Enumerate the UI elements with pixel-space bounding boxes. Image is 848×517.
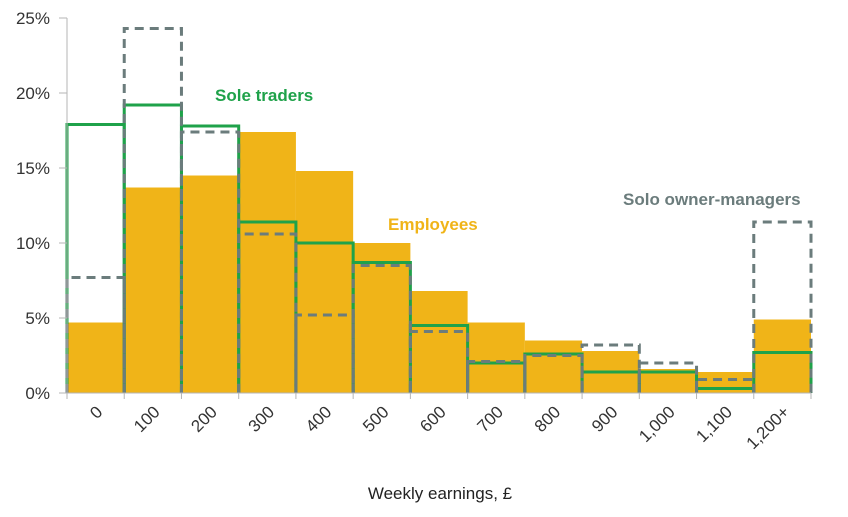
x-axis-ticks: 0 100 200 300 400 500 600 700 800 900 1,000 1,100 1,… bbox=[66, 393, 812, 453]
employees-bar bbox=[753, 319, 811, 393]
employees-bar bbox=[524, 340, 583, 393]
x-tick-label: 0 bbox=[86, 402, 106, 422]
solo-owner-managers-step bbox=[408, 330, 470, 393]
employees-bar bbox=[295, 171, 354, 393]
solo-owner-managers-step bbox=[179, 130, 241, 393]
x-tick-label: 100 bbox=[130, 402, 163, 435]
employees-bar bbox=[124, 187, 182, 393]
employees-bar bbox=[67, 322, 125, 393]
solo-owner-managers-step bbox=[294, 313, 355, 393]
solo-owner-managers-step bbox=[637, 361, 699, 393]
employees-bar bbox=[238, 132, 296, 393]
solo-owner-managers-step bbox=[237, 232, 298, 393]
y-tick-label: 15% bbox=[16, 159, 50, 178]
solo-owner-managers-step bbox=[351, 264, 412, 393]
employees-bar bbox=[467, 322, 525, 393]
y-axis-ticks: 0% 5% 10% 15% 20% 25% bbox=[16, 9, 67, 403]
x-tick-label: 800 bbox=[531, 402, 564, 435]
x-tick-label: 400 bbox=[302, 402, 335, 435]
sole-traders-label: Sole traders bbox=[215, 86, 313, 105]
y-tick-label: 20% bbox=[16, 84, 50, 103]
solo-owner-managers-step bbox=[580, 343, 641, 393]
employees-label: Employees bbox=[388, 215, 478, 234]
x-tick-label: 1,000 bbox=[635, 402, 679, 446]
solo-owner-managers-step bbox=[752, 220, 813, 393]
x-tick-label: 300 bbox=[245, 402, 278, 435]
y-tick-label: 5% bbox=[25, 309, 50, 328]
employees-bars bbox=[67, 132, 811, 393]
employees-bar bbox=[181, 175, 239, 393]
y-tick-label: 0% bbox=[25, 384, 50, 403]
solo-owner-managers-label: Solo owner-managers bbox=[623, 190, 801, 209]
x-tick-label: 900 bbox=[588, 402, 621, 435]
x-tick-label: 700 bbox=[474, 402, 507, 435]
x-tick-label: 600 bbox=[416, 402, 449, 435]
y-tick-label: 25% bbox=[16, 9, 50, 28]
solo-owner-managers-series bbox=[65, 27, 813, 393]
solo-owner-managers-step bbox=[65, 276, 126, 393]
x-tick-label: 200 bbox=[187, 402, 220, 435]
x-axis-label: Weekly earnings, £ bbox=[368, 484, 513, 503]
x-tick-label: 500 bbox=[359, 402, 392, 435]
x-tick-label: 1,100 bbox=[692, 402, 736, 446]
x-tick-label: 1,200+ bbox=[743, 402, 794, 453]
axes bbox=[66, 18, 811, 394]
employees-bar bbox=[353, 243, 411, 393]
solo-owner-managers-step bbox=[466, 360, 527, 393]
y-tick-label: 10% bbox=[16, 234, 50, 253]
employees-bar bbox=[410, 291, 468, 393]
